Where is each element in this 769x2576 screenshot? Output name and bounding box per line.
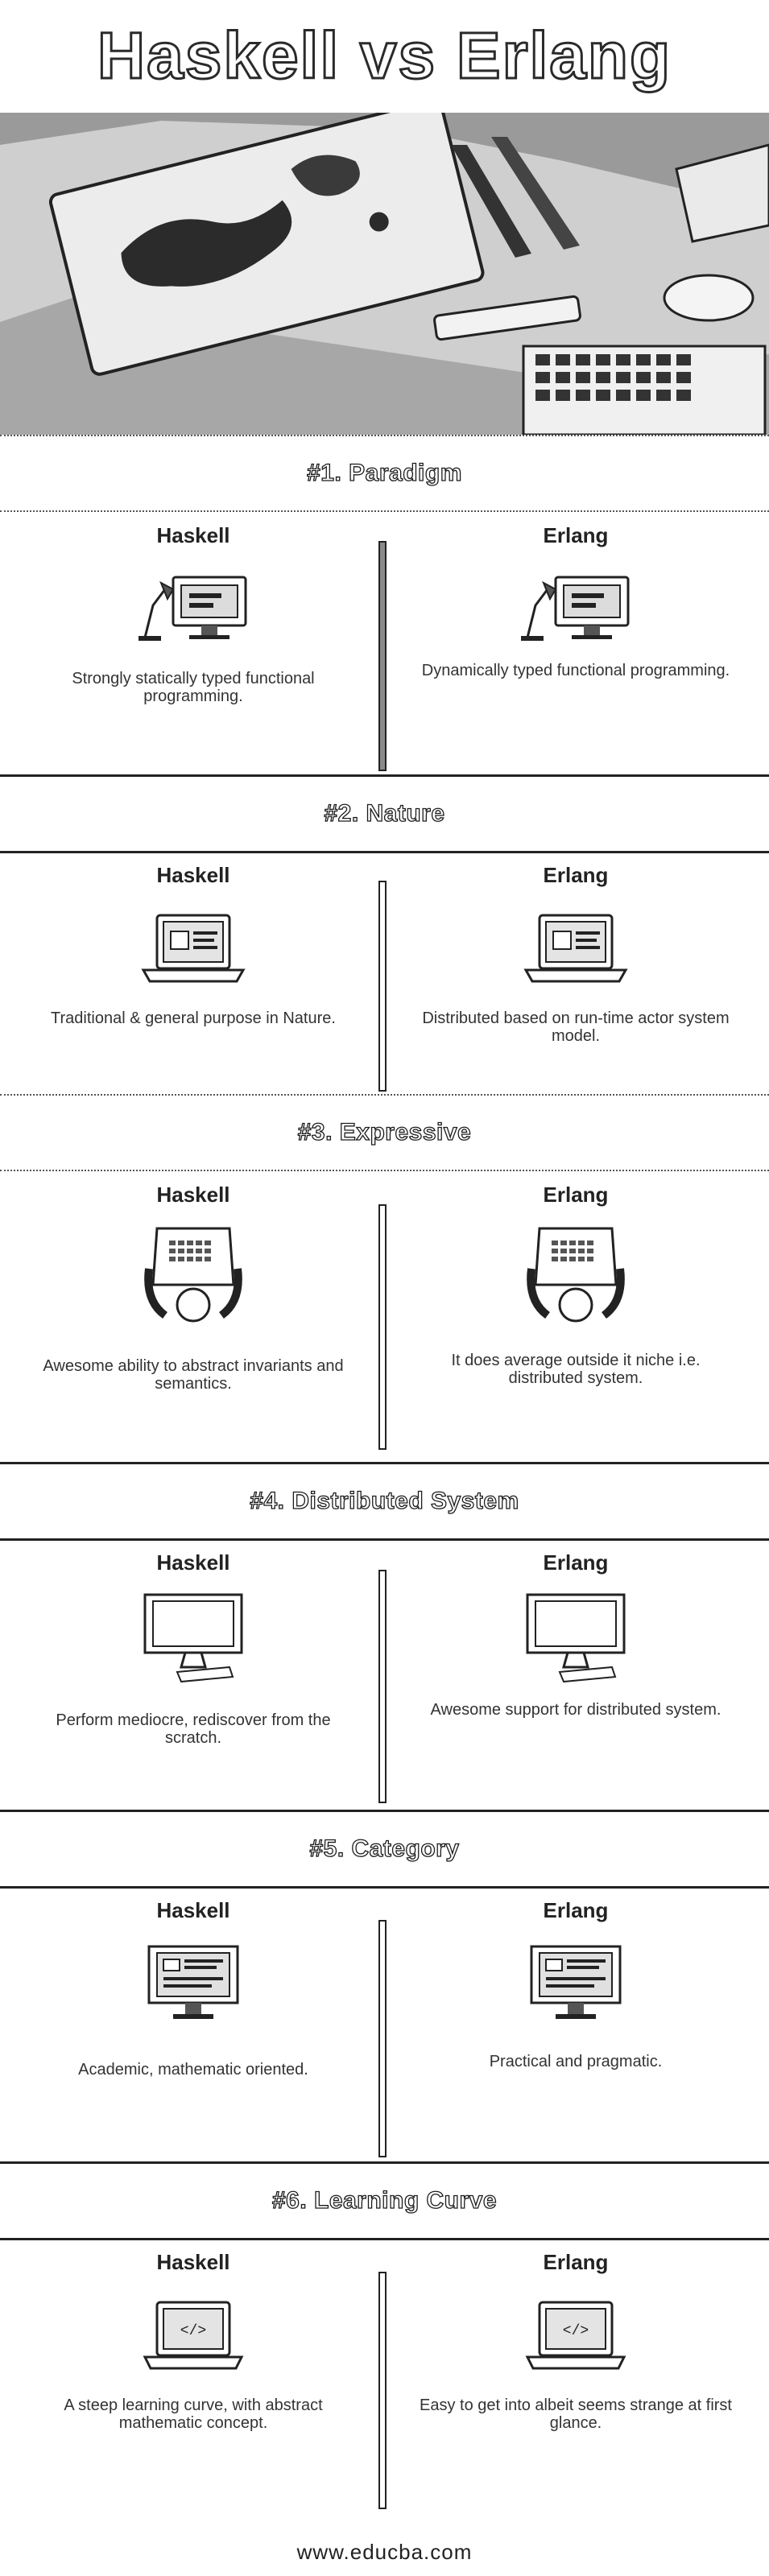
section-header-nature: #2. Nature (0, 774, 769, 853)
haskell-heading: Haskell (156, 863, 230, 887)
haskell-paradigm-text: Strongly statically typed functional pro… (72, 670, 315, 705)
section-header-expressive: #3. Expressive (0, 1094, 769, 1171)
column-divider (378, 1920, 387, 2157)
haskell-learning-curve-text: A steep learning curve, with abstract ma… (64, 2396, 323, 2432)
erlang-expressive-text: It does average outside it niche i.e. di… (451, 1352, 701, 1387)
erlang-heading: Erlang (543, 1898, 609, 1922)
erlang-learning-curve-text: Easy to get into albeit seems strange at… (420, 2396, 732, 2432)
person-at-computer-icon (144, 1227, 242, 1323)
section-nature: Haskell Traditional & general purpose in… (0, 848, 769, 1094)
erlang-heading: Erlang (543, 2250, 609, 2274)
erlang-column: Erlang It does average outside it niche … (395, 1168, 757, 1462)
erlang-heading: Erlang (543, 1550, 609, 1575)
laptop-code-icon: </> (525, 2301, 626, 2370)
desk-lamp-monitor-icon (139, 576, 247, 641)
haskell-heading: Haskell (156, 1183, 230, 1207)
hero-image (0, 113, 769, 435)
person-at-computer-icon (527, 1227, 625, 1323)
column-divider (378, 541, 387, 771)
erlang-column: Erlang Awesome support for distributed s… (395, 1536, 757, 1810)
erlang-column: Erlang Practical and pragmatic. (395, 1884, 757, 2161)
laptop-document-icon (523, 914, 628, 983)
section-paradigm: Haskell Strongly statically typed functi… (0, 509, 769, 774)
section-header-category: #5. Category (0, 1810, 769, 1889)
section-header-paradigm: #1. Paradigm (0, 435, 769, 512)
erlang-column: Erlang </> Easy to get into albeit seems… (395, 2235, 757, 2517)
haskell-distributed-text: Perform mediocre, rediscover from the sc… (56, 1711, 331, 1747)
section-distributed-system: Haskell Perform mediocre, rediscover fro… (0, 1536, 769, 1810)
haskell-heading: Haskell (156, 2250, 230, 2274)
erlang-heading: Erlang (543, 1183, 609, 1207)
haskell-expressive-text: Awesome ability to abstract invariants a… (43, 1357, 344, 1393)
laptop-document-icon (141, 914, 246, 983)
haskell-heading: Haskell (156, 523, 230, 547)
haskell-heading: Haskell (156, 1550, 230, 1575)
section-expressive: Haskell Awesome ability to abstract inva… (0, 1168, 769, 1462)
erlang-paradigm-text: Dynamically typed functional programming… (421, 662, 730, 679)
haskell-column: Haskell Strongly statically typed functi… (12, 509, 374, 774)
monitor-layout-icon (147, 1945, 239, 2019)
haskell-column: Haskell Traditional & general purpose in… (12, 848, 374, 1094)
erlang-heading: Erlang (543, 863, 609, 887)
desktop-monitor-keyboard-icon (526, 1593, 626, 1683)
section-category: Haskell Academic, mathematic oriented. E… (0, 1884, 769, 2161)
desk-lamp-monitor-icon (521, 576, 630, 641)
column-divider (378, 1204, 387, 1450)
desktop-monitor-keyboard-icon (143, 1593, 243, 1683)
erlang-heading: Erlang (543, 523, 609, 547)
section-header-learning-curve: #6. Learning Curve (0, 2161, 769, 2240)
erlang-column: Erlang Distributed based on run-time act… (395, 848, 757, 1094)
erlang-category-text: Practical and pragmatic. (489, 2053, 663, 2070)
haskell-column: Haskell Academic, mathematic oriented. (12, 1884, 374, 2161)
haskell-column: Haskell Awesome ability to abstract inva… (12, 1168, 374, 1462)
column-divider (378, 881, 387, 1092)
section-learning-curve: Haskell </> A steep learning curve, with… (0, 2235, 769, 2517)
erlang-distributed-text: Awesome support for distributed system. (430, 1701, 721, 1719)
footer-url[interactable]: www.educba.com (296, 2539, 473, 2564)
haskell-column: Haskell </> A steep learning curve, with… (12, 2235, 374, 2517)
haskell-column: Haskell Perform mediocre, rediscover fro… (12, 1536, 374, 1810)
page-title: Haskell vs Erlang (96, 19, 672, 94)
monitor-layout-icon (530, 1945, 622, 2019)
svg-text:</>: </> (180, 2323, 206, 2339)
haskell-category-text: Academic, mathematic oriented. (78, 2061, 308, 2079)
column-divider (378, 1570, 387, 1803)
haskell-heading: Haskell (156, 1898, 230, 1922)
haskell-nature-text: Traditional & general purpose in Nature. (51, 1009, 336, 1027)
section-header-distributed-system: #4. Distributed System (0, 1462, 769, 1541)
laptop-code-icon: </> (143, 2301, 244, 2370)
erlang-nature-text: Distributed based on run-time actor syst… (422, 1009, 730, 1045)
svg-text:</>: </> (563, 2323, 589, 2339)
erlang-column: Erlang Dynamically typed functional prog… (395, 509, 757, 774)
column-divider (378, 2272, 387, 2509)
